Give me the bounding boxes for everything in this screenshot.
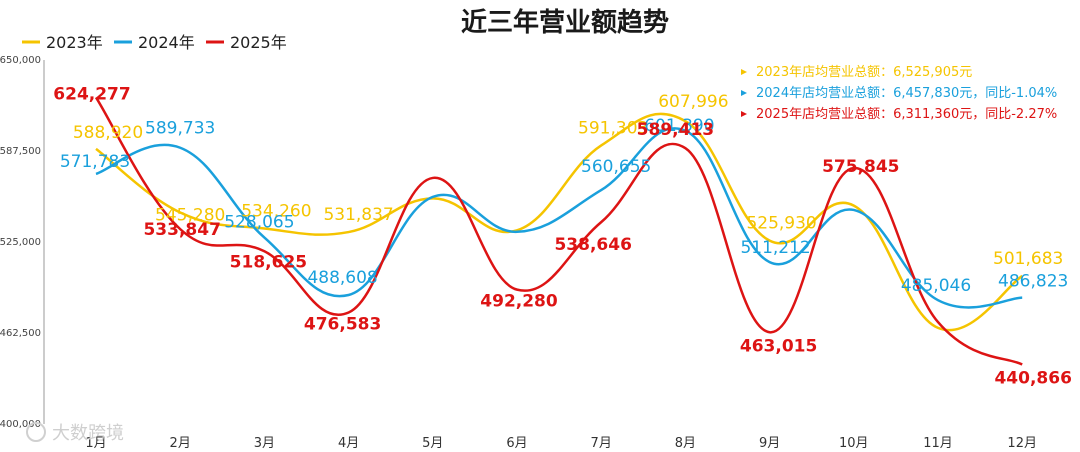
data-label: 624,277 <box>53 84 130 104</box>
data-label: 440,866 <box>994 368 1071 388</box>
data-label: 511,212 <box>740 238 810 258</box>
annotation-bullet-icon <box>741 69 747 75</box>
data-label: 485,046 <box>901 276 971 296</box>
data-label: 463,015 <box>740 336 817 356</box>
watermark-logo-icon <box>26 422 46 442</box>
data-label: 533,847 <box>143 220 220 240</box>
x-axis: 1月 2月 3月 4月 5月 6月 7月 8月 9月 10月 11月 12月 <box>85 436 1037 451</box>
annotation-bullet-icon <box>741 90 747 96</box>
y-tick-label: 462,500 <box>0 328 41 339</box>
x-tick-label: 5月 <box>422 436 443 451</box>
series-line-2024年 <box>95 127 1023 309</box>
data-label: 531,837 <box>323 205 393 225</box>
data-label: 560,655 <box>581 157 651 177</box>
x-tick-label: 4月 <box>338 436 359 451</box>
data-label: 589,733 <box>145 119 215 139</box>
chart-title: 近三年营业额趋势 <box>461 7 669 38</box>
series-line-2025年 <box>94 96 1023 366</box>
x-tick-label: 12月 <box>1007 436 1037 451</box>
data-label: 486,823 <box>998 272 1068 292</box>
data-label: 488,608 <box>307 268 377 288</box>
annotation-text: 2024年店均营业总额：6,457,830元，同比-1.04% <box>756 86 1057 101</box>
y-tick-label: 650,000 <box>0 55 41 66</box>
annotation-bullet-icon <box>741 111 747 117</box>
series-line-2023年 <box>95 112 1023 332</box>
series-lines <box>94 96 1023 366</box>
data-label: 607,996 <box>658 92 728 112</box>
data-label: 588,920 <box>73 123 143 143</box>
x-tick-label: 10月 <box>839 436 869 451</box>
x-tick-label: 8月 <box>675 436 696 451</box>
annotations: 2023年店均营业总额：6,525,905元 2024年店均营业总额：6,457,… <box>741 65 1057 122</box>
data-label: 571,783 <box>60 152 130 172</box>
data-label: 589,413 <box>637 120 714 140</box>
legend: 2023年 2024年 2025年 <box>22 33 287 52</box>
x-tick-label: 1月 <box>85 436 106 451</box>
legend-label: 2024年 <box>138 33 195 52</box>
y-axis: 400,000 462,500 525,000 587,500 650,000 <box>0 55 45 430</box>
data-label: 476,583 <box>304 314 381 334</box>
data-label: 591,303 <box>578 118 648 138</box>
data-label: 545,280 <box>155 205 225 225</box>
watermark: 大数跨境 <box>26 422 124 444</box>
data-label: 525,930 <box>746 214 816 234</box>
y-tick-label: 400,000 <box>0 419 41 430</box>
data-label: 534,260 <box>241 202 311 222</box>
annotation-text: 2023年店均营业总额：6,525,905元 <box>756 65 972 80</box>
data-label: 528,065 <box>224 213 294 233</box>
annotation-text: 2025年店均营业总额：6,311,360元，同比-2.27% <box>756 107 1057 122</box>
x-tick-label: 6月 <box>506 436 527 451</box>
x-tick-label: 7月 <box>591 436 612 451</box>
legend-label: 2025年 <box>230 33 287 52</box>
data-label: 575,845 <box>822 157 899 177</box>
data-labels: 588,920 545,280 534,260 531,837 591,303 607,9… <box>53 84 1072 388</box>
data-label: 601,390 <box>644 116 714 136</box>
watermark-text: 大数跨境 <box>52 423 124 444</box>
x-tick-label: 9月 <box>759 436 780 451</box>
legend-label: 2023年 <box>46 33 103 52</box>
data-label: 492,280 <box>480 292 558 312</box>
x-tick-label: 2月 <box>170 436 191 451</box>
x-tick-label: 3月 <box>254 436 275 451</box>
data-label: 538,646 <box>554 235 631 255</box>
y-tick-label: 525,000 <box>0 237 41 248</box>
y-tick-label: 587,500 <box>0 146 41 157</box>
data-label: 518,625 <box>230 252 307 272</box>
data-label: 501,683 <box>993 249 1063 269</box>
x-tick-label: 11月 <box>923 436 953 451</box>
